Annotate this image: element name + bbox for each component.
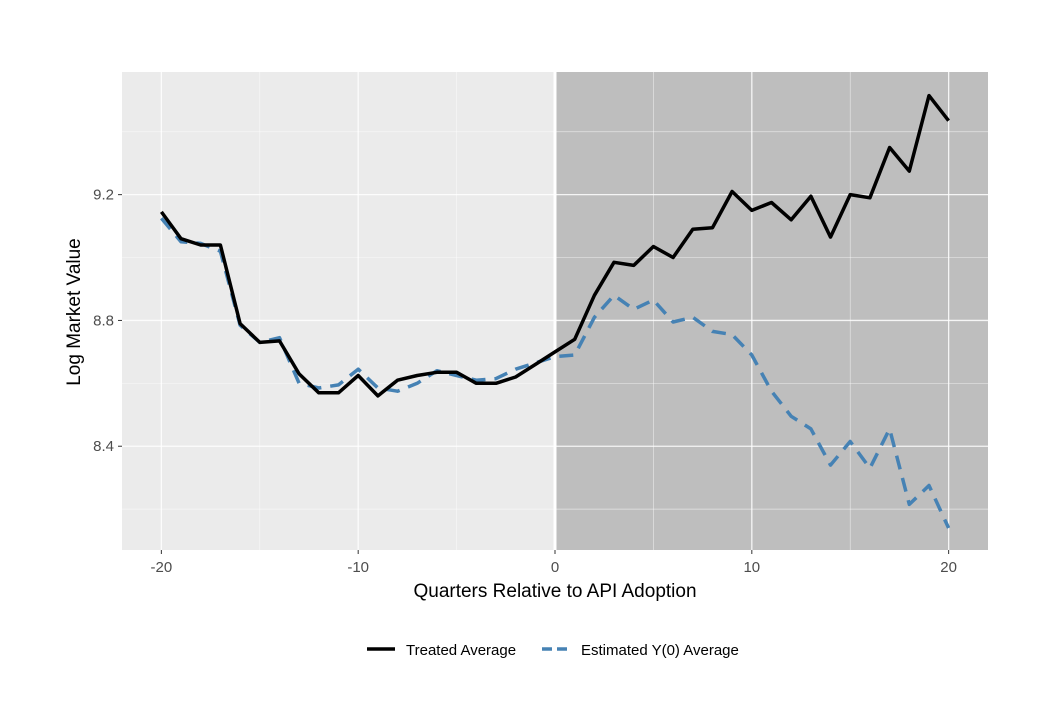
x-tick-label: -10 (347, 559, 369, 576)
x-tick-label: 20 (940, 559, 957, 576)
x-tick-label: 10 (743, 559, 760, 576)
y-axis: 8.4 8.8 9.2 (93, 187, 122, 455)
y-tick-label: 8.8 (93, 312, 114, 329)
y-tick-label: 8.4 (93, 438, 114, 455)
y-axis-title: Log Market Value (64, 238, 85, 386)
post-adoption-shaded-region (555, 72, 988, 550)
x-axis-title: Quarters Relative to API Adoption (413, 581, 696, 602)
y-tick-label: 9.2 (93, 187, 114, 204)
x-axis: -20 -10 0 10 20 (151, 550, 957, 576)
legend: Treated Average Estimated Y(0) Average (367, 642, 739, 659)
series-line-treated (159, 93, 950, 398)
x-tick-label: 0 (551, 559, 559, 576)
legend-label-estimated: Estimated Y(0) Average (581, 642, 739, 659)
x-tick-label: -20 (151, 559, 173, 576)
legend-label-treated: Treated Average (406, 642, 516, 659)
series-lines (159, 93, 951, 529)
